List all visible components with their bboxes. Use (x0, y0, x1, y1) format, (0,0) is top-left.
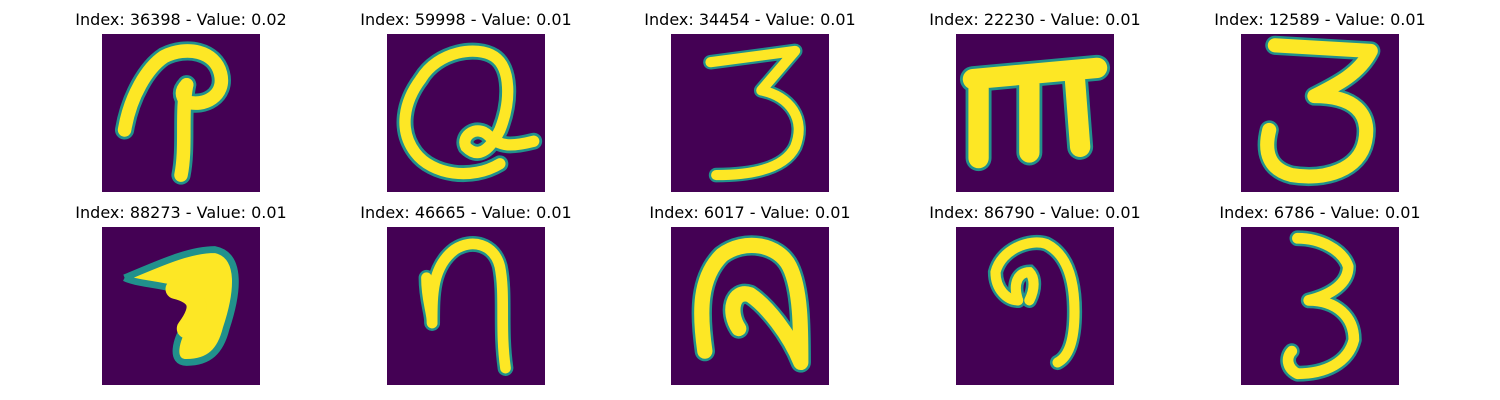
panel-title: Index: 6017 - Value: 0.01 (649, 203, 851, 222)
n-loop-glyph (691, 235, 811, 373)
panel-title: Index: 34454 - Value: 0.01 (644, 10, 856, 29)
panel: Index: 86790 - Value: 0.01 (929, 204, 1141, 385)
digit-image (671, 227, 829, 385)
panel: Index: 6786 - Value: 0.01 (1219, 204, 1421, 385)
panel: Index: 88273 - Value: 0.01 (75, 204, 287, 385)
digit-image (671, 34, 829, 192)
digit-image (1241, 34, 1399, 192)
panel: Index: 22230 - Value: 0.01 (929, 11, 1141, 192)
digit-image (102, 34, 260, 192)
digit-image (387, 34, 545, 192)
panel-title: Index: 86790 - Value: 0.01 (929, 203, 1141, 222)
seven-blob-glyph (123, 246, 239, 366)
panel-title: Index: 46665 - Value: 0.01 (360, 203, 572, 222)
n-glyph (418, 236, 514, 376)
three-glyph (1280, 230, 1362, 382)
digit-image (1241, 227, 1399, 385)
panel: Index: 34454 - Value: 0.01 (644, 11, 856, 192)
n-curl-glyph (987, 234, 1083, 371)
panel-title: Index: 12589 - Value: 0.01 (1214, 10, 1426, 29)
three-glyph (703, 43, 806, 183)
panel-title: Index: 36398 - Value: 0.02 (75, 10, 287, 29)
digit-image (956, 34, 1114, 192)
a-loop-glyph (396, 42, 543, 183)
panel: Index: 59998 - Value: 0.01 (360, 11, 572, 192)
m-glyph (959, 54, 1111, 172)
panel-title: Index: 88273 - Value: 0.01 (75, 203, 287, 222)
digit-image (102, 227, 260, 385)
panel-title: Index: 59998 - Value: 0.01 (360, 10, 572, 29)
p-loop-glyph (114, 41, 231, 185)
digit-image (387, 227, 545, 385)
digit-image (956, 227, 1114, 385)
panel: Index: 36398 - Value: 0.02 (75, 11, 287, 192)
panel: Index: 46665 - Value: 0.01 (360, 204, 572, 385)
panel-title: Index: 22230 - Value: 0.01 (929, 10, 1141, 29)
panel-title: Index: 6786 - Value: 0.01 (1219, 203, 1421, 222)
panel: Index: 12589 - Value: 0.01 (1214, 11, 1426, 192)
three-glyph (1257, 35, 1381, 187)
panel: Index: 6017 - Value: 0.01 (649, 204, 851, 385)
